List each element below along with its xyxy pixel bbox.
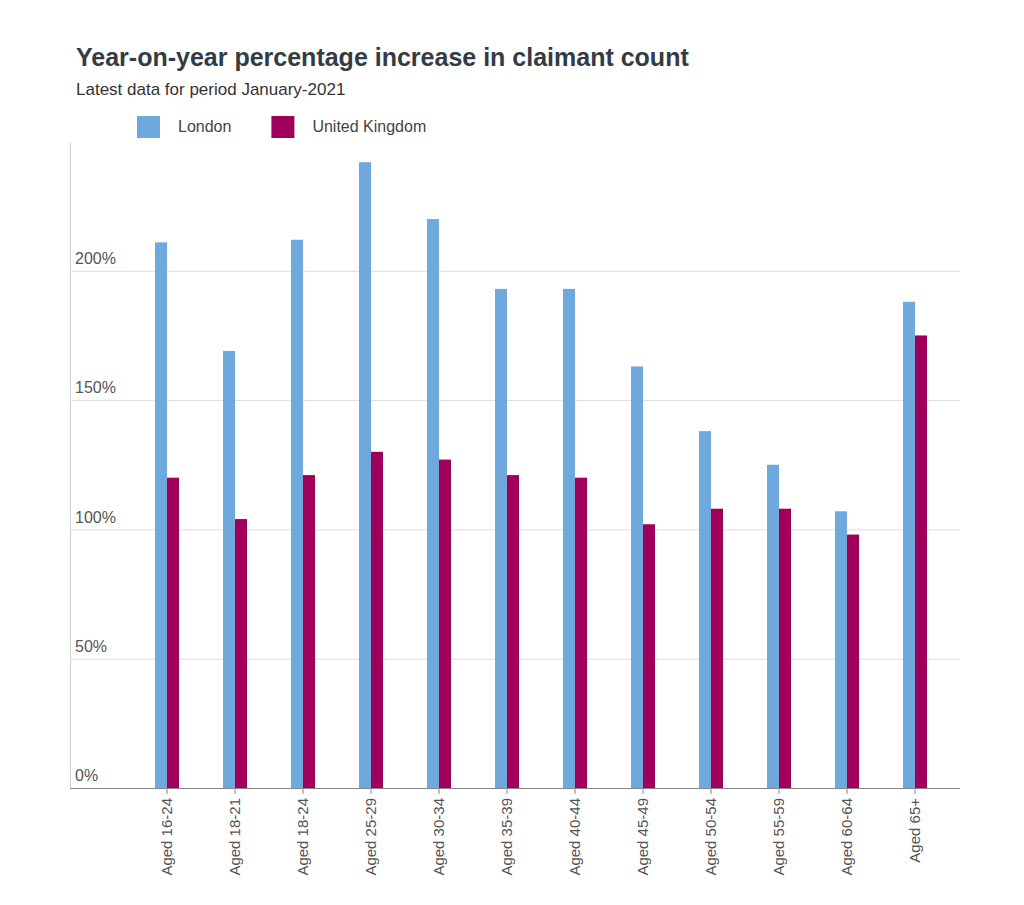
bar xyxy=(699,431,711,788)
bar xyxy=(155,242,167,788)
x-tick-label: Aged 18-24 xyxy=(294,798,311,876)
legend-label: London xyxy=(178,118,231,135)
bar xyxy=(223,351,235,788)
x-tick-label: Aged 55-59 xyxy=(770,798,787,876)
bar xyxy=(915,335,927,788)
y-tick-label: 50% xyxy=(75,638,107,655)
tick-mark xyxy=(915,788,916,794)
legend-label: United Kingdom xyxy=(312,118,426,135)
legend-swatch xyxy=(271,116,294,138)
bar xyxy=(507,475,519,788)
legend-item: United Kingdom xyxy=(271,116,426,138)
y-tick-label: 0% xyxy=(75,767,98,784)
y-axis: 0% 50% 100% 150% 200% xyxy=(70,142,960,789)
x-tick-label: Aged 45-49 xyxy=(634,798,651,876)
x-tick: Aged 50-54 xyxy=(702,788,719,876)
x-tick: Aged 16-24 xyxy=(158,788,175,876)
bar xyxy=(439,460,451,788)
x-tick: Aged 55-59 xyxy=(770,788,787,876)
x-tick: Aged 45-49 xyxy=(634,788,651,876)
bar xyxy=(631,366,643,788)
tick-mark xyxy=(303,788,304,794)
bar xyxy=(767,465,779,788)
x-tick-label: Aged 60-64 xyxy=(838,798,855,876)
legend-swatch xyxy=(137,116,160,138)
bar xyxy=(835,511,847,788)
bar xyxy=(359,162,371,788)
x-tick: Aged 18-24 xyxy=(294,788,311,876)
x-tick: Aged 35-39 xyxy=(498,788,515,876)
tick-mark xyxy=(235,788,236,794)
bar xyxy=(235,519,247,788)
subtitle: Latest data for period January-2021 xyxy=(76,80,345,99)
tick-mark xyxy=(779,788,780,794)
x-tick-label: Aged 40-44 xyxy=(566,798,583,876)
tick-mark xyxy=(575,788,576,794)
title: Year-on-year percentage increase in clai… xyxy=(76,43,689,71)
bar xyxy=(427,219,439,788)
y-tick-label: 200% xyxy=(75,250,116,267)
x-tick-label: Aged 35-39 xyxy=(498,798,515,876)
bar xyxy=(779,509,791,788)
x-axis: Aged 16-24 Aged 18-21 Aged 18-24 Aged 25-29… xyxy=(134,788,950,876)
legend-item: London xyxy=(137,116,231,138)
x-tick: Aged 18-21 xyxy=(226,788,243,876)
y-tick-label: 150% xyxy=(75,379,116,396)
x-tick-label: Aged 30-34 xyxy=(430,798,447,876)
series xyxy=(167,335,927,788)
tick-mark xyxy=(167,788,168,794)
bar xyxy=(575,478,587,788)
y-tick: 150% xyxy=(70,379,960,400)
y-tick: 200% xyxy=(70,250,960,271)
bar xyxy=(711,509,723,788)
bar xyxy=(495,289,507,788)
bar xyxy=(643,524,655,788)
bar xyxy=(563,289,575,788)
x-tick-label: Aged 50-54 xyxy=(702,798,719,876)
bar xyxy=(371,452,383,788)
grid-line xyxy=(70,400,960,401)
bar xyxy=(167,478,179,788)
tick-mark xyxy=(847,788,848,794)
y-tick-label: 100% xyxy=(75,509,116,526)
bar xyxy=(903,302,915,788)
grid-line xyxy=(70,271,960,272)
x-tick: Aged 40-44 xyxy=(566,788,583,876)
bars xyxy=(155,162,927,788)
x-tick: Aged 30-34 xyxy=(430,788,447,876)
tick-mark xyxy=(371,788,372,794)
tick-mark xyxy=(507,788,508,794)
x-tick: Aged 65+ xyxy=(906,788,923,863)
x-tick-label: Aged 25-29 xyxy=(362,798,379,876)
tick-mark xyxy=(439,788,440,794)
x-tick-label: Aged 18-21 xyxy=(226,798,243,876)
grid-line xyxy=(70,788,960,789)
bar xyxy=(847,535,859,788)
bar xyxy=(303,475,315,788)
x-axis-line xyxy=(134,788,950,789)
x-tick: Aged 25-29 xyxy=(362,788,379,876)
bar xyxy=(291,240,303,788)
x-tick-label: Aged 16-24 xyxy=(158,798,175,876)
series xyxy=(155,162,915,788)
x-tick: Aged 60-64 xyxy=(838,788,855,876)
legend: London United Kingdom xyxy=(137,116,426,138)
tick-mark xyxy=(643,788,644,794)
chart: Year-on-year percentage increase in clai… xyxy=(0,0,1024,905)
x-tick-label: Aged 65+ xyxy=(906,798,923,863)
y-axis-line xyxy=(70,142,71,789)
tick-mark xyxy=(711,788,712,794)
